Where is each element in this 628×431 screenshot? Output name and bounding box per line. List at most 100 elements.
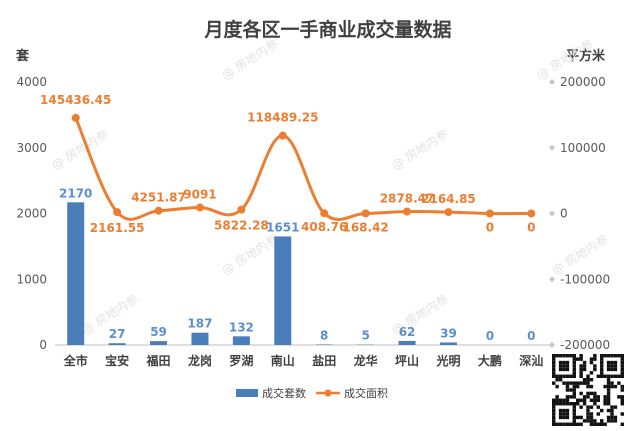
qr-module xyxy=(569,354,573,358)
bar xyxy=(150,341,168,345)
bar xyxy=(191,332,209,345)
qr-module xyxy=(593,391,597,396)
qr-module xyxy=(606,419,611,423)
bar-value-label: 0 xyxy=(486,329,494,343)
qr-module xyxy=(620,422,624,426)
qr-module xyxy=(562,367,566,372)
qr-module xyxy=(558,422,563,426)
qr-module xyxy=(565,354,570,358)
qr-module xyxy=(558,378,563,382)
qr-module xyxy=(572,357,576,361)
qr-module xyxy=(582,395,587,399)
bar-value-label: 0 xyxy=(527,329,535,343)
qr-module xyxy=(579,364,583,368)
line-point xyxy=(278,131,287,140)
bar-value-label: 59 xyxy=(150,325,167,339)
qr-module xyxy=(562,398,566,402)
qr-module xyxy=(600,357,604,361)
qr-module xyxy=(610,360,614,365)
qr-module xyxy=(620,402,624,406)
qr-module xyxy=(579,422,583,426)
bar xyxy=(108,343,126,345)
qr-module xyxy=(552,415,556,420)
qr-module xyxy=(606,402,611,406)
qr-module xyxy=(552,354,556,358)
qr-module xyxy=(600,371,604,375)
qr-module xyxy=(617,354,621,358)
qr-module xyxy=(603,374,607,378)
qr-module xyxy=(610,412,614,416)
qr-code-image xyxy=(552,354,624,426)
qr-module xyxy=(610,367,614,372)
line-value-label: 2164.85 xyxy=(421,192,476,206)
qr-module xyxy=(589,371,594,375)
qr-module xyxy=(562,364,566,368)
bar-value-label: 5 xyxy=(361,329,369,343)
line-series xyxy=(71,113,536,222)
qr-module xyxy=(596,398,600,402)
qr-module xyxy=(603,398,607,402)
y-right-tick-label: 200000 xyxy=(560,75,606,89)
qr-module xyxy=(555,378,559,382)
qr-module xyxy=(582,381,587,385)
qr-module xyxy=(558,402,563,406)
line-value-label: 0 xyxy=(486,221,494,235)
qr-module xyxy=(552,402,556,406)
qr-module xyxy=(576,381,580,385)
bar xyxy=(439,342,457,345)
qr-module xyxy=(565,374,570,378)
qr-module xyxy=(582,367,587,372)
qr-module xyxy=(555,384,559,389)
qr-module xyxy=(600,354,604,358)
line-value-label: 118489.25 xyxy=(247,111,318,125)
qr-module xyxy=(620,357,624,361)
qr-module xyxy=(552,357,556,361)
line-value-label: 4251.87 xyxy=(131,191,186,205)
watermark-text: @ 房地内参 xyxy=(49,126,111,173)
watermark-text: @ 房地内参 xyxy=(219,36,281,83)
line-point xyxy=(195,203,204,212)
qr-module xyxy=(576,402,580,406)
qr-module xyxy=(552,364,556,368)
bar-series xyxy=(67,202,457,345)
qr-module xyxy=(593,354,597,358)
bar-value-label: 1651 xyxy=(266,220,299,234)
x-tick-label: 福田 xyxy=(146,353,171,368)
qr-module xyxy=(586,415,590,420)
qr-module xyxy=(572,422,576,426)
qr-module xyxy=(620,374,624,378)
qr-module xyxy=(606,391,611,396)
qr-module xyxy=(572,391,576,396)
qr-module xyxy=(596,395,600,399)
qr-module xyxy=(589,398,594,402)
bar-value-label: 39 xyxy=(440,326,457,340)
bar-value-label: 8 xyxy=(320,328,328,342)
qr-module xyxy=(572,371,576,375)
qr-module xyxy=(620,395,624,399)
qr-module xyxy=(582,364,587,368)
y-right-tick-label: -200000 xyxy=(560,338,610,352)
watermarks: @ 房地内参 @ 房地内参@ 房地内参 @ 房地内参@ 房地内参 @ 房地内参@ 房地… xyxy=(49,36,611,338)
qr-module xyxy=(586,374,590,378)
qr-module xyxy=(613,415,618,420)
qr-module xyxy=(569,402,573,406)
qr-module xyxy=(552,408,556,413)
qr-module xyxy=(582,378,587,382)
qr-module xyxy=(586,412,590,416)
qr-module xyxy=(606,384,611,389)
x-tick-label: 宝安 xyxy=(105,353,129,368)
qr-module xyxy=(593,402,597,406)
qr-module xyxy=(572,364,576,368)
y-left-tick-label: 3000 xyxy=(16,141,47,155)
qr-module xyxy=(582,398,587,402)
qr-module xyxy=(596,412,600,416)
qr-module xyxy=(586,405,590,409)
qr-module xyxy=(569,395,573,399)
qr-module xyxy=(558,374,563,378)
y-left-tick-label: 2000 xyxy=(16,207,47,221)
qr-module xyxy=(555,354,559,358)
qr-module xyxy=(589,360,594,365)
qr-module xyxy=(552,374,556,378)
x-tick-label: 龙华 xyxy=(354,353,378,368)
legend-swatch-marker xyxy=(324,389,332,397)
